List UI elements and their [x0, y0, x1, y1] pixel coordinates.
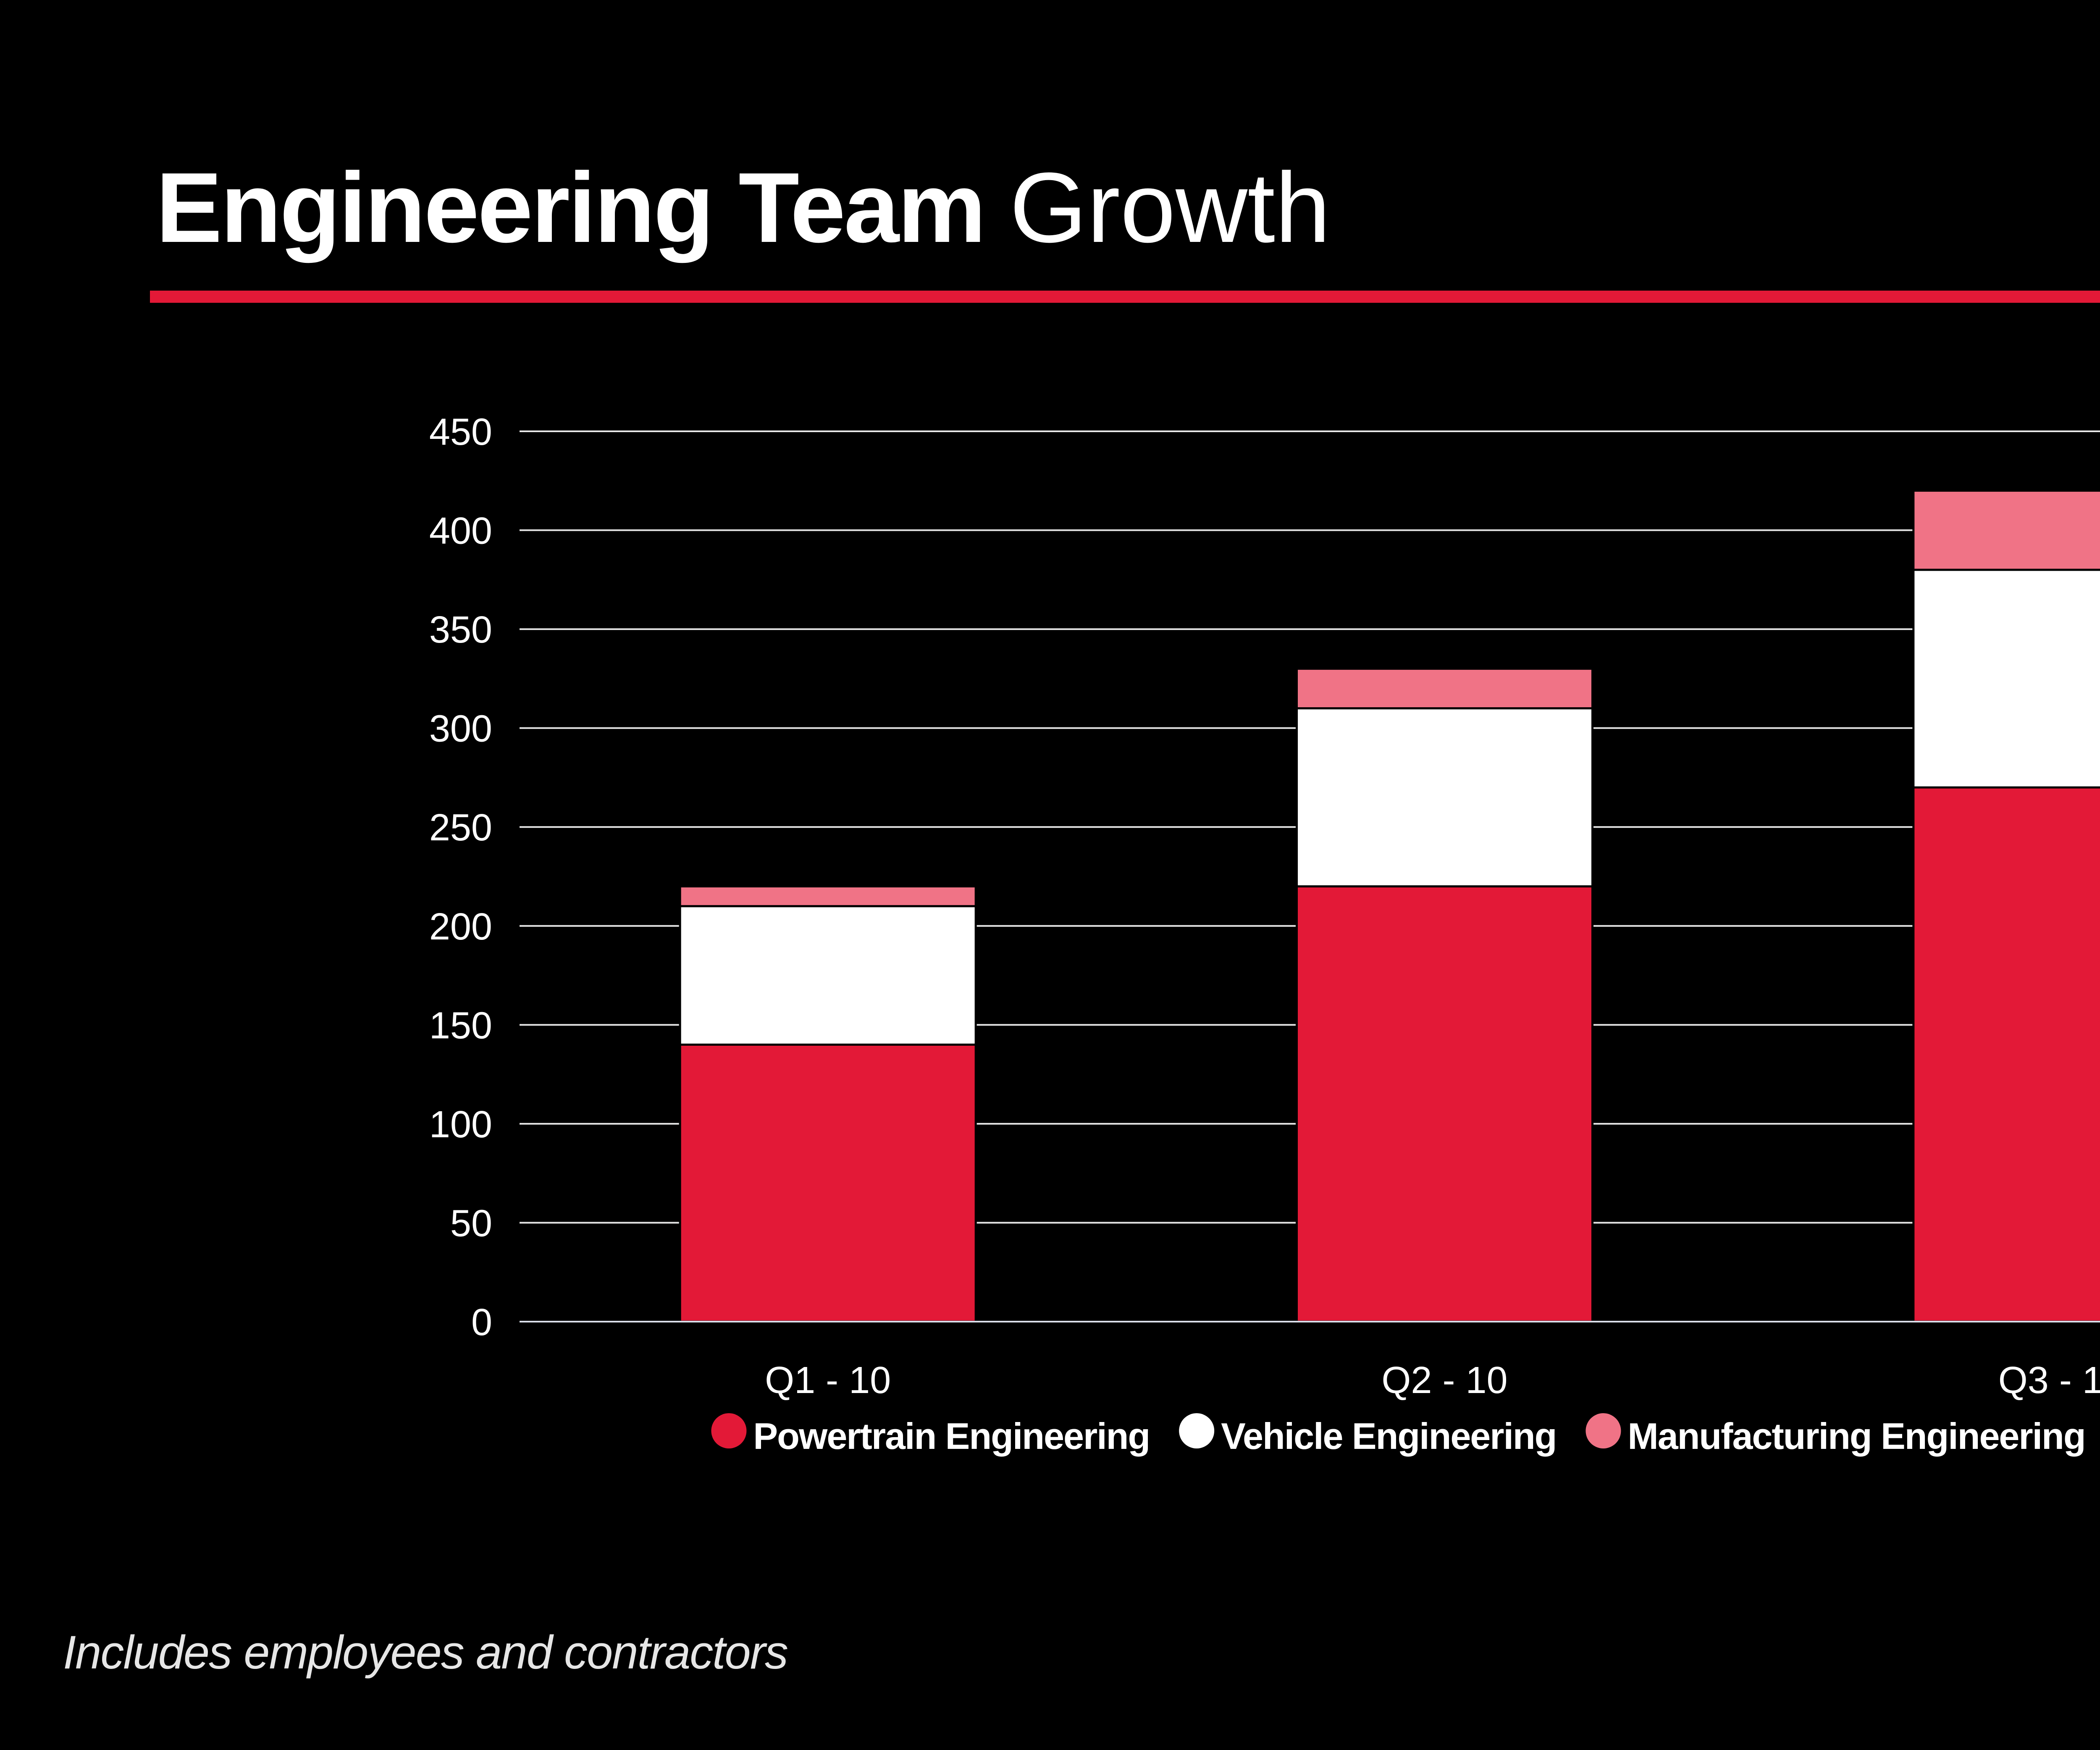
legend-swatch-icon	[1586, 1413, 1621, 1448]
y-tick-label: 150	[429, 1005, 492, 1047]
legend-item: Powertrain Engineering	[711, 1413, 1150, 1457]
slide-title-bold: Engineering Team	[156, 152, 986, 263]
x-tick-label: Q1 - 10	[765, 1359, 891, 1401]
y-tick-label: 300	[429, 708, 492, 750]
x-tick-label: Q3 - 10	[1998, 1359, 2100, 1401]
legend-label: Manufacturing Engineering	[1628, 1415, 2085, 1457]
x-tick-label: Q2 - 10	[1381, 1359, 1507, 1401]
bar-segment-powertrain-engineering	[679, 1043, 977, 1323]
legend-item: Vehicle Engineering	[1179, 1413, 1557, 1457]
legend-label: Powertrain Engineering	[753, 1415, 1150, 1457]
y-tick-label: 100	[429, 1104, 492, 1146]
y-axis-ticks: 0 50 100 150 200 250 300 350 400 450	[429, 411, 492, 1343]
bar-segment-powertrain-engineering	[1296, 885, 1593, 1323]
y-tick-label: 250	[429, 807, 492, 849]
bar-segment-manufacturing-engineering	[1296, 667, 1593, 710]
y-tick-label: 0	[471, 1301, 492, 1343]
bar-segment-vehicle-engineering	[1296, 707, 1593, 888]
legend-item: Manufacturing Engineering	[1586, 1413, 2086, 1457]
y-tick-label: 400	[429, 510, 492, 552]
y-tick-label: 350	[429, 609, 492, 651]
y-tick-label: 50	[450, 1202, 492, 1244]
slide-title: Engineering Team Growth	[156, 145, 1331, 271]
bar-segment-vehicle-engineering	[679, 905, 977, 1046]
x-axis-ticks: Q1 - 10 Q2 - 10 Q3 - 10	[765, 1359, 2100, 1401]
bars	[679, 489, 2100, 1323]
legend-swatch-icon	[711, 1413, 747, 1448]
bar-segment-powertrain-engineering	[1912, 786, 2100, 1323]
bar-segment-manufacturing-engineering	[679, 885, 977, 908]
legend-label: Vehicle Engineering	[1221, 1415, 1556, 1457]
y-tick-label: 450	[429, 411, 492, 453]
legend: Powertrain Engineering Vehicle Engineerin…	[711, 1413, 2086, 1457]
bar-segment-vehicle-engineering	[1912, 569, 2100, 789]
title-divider	[150, 291, 2100, 303]
bar-segment-manufacturing-engineering	[1912, 489, 2100, 571]
footnote: Includes employees and contractors	[63, 1626, 788, 1679]
legend-swatch-icon	[1179, 1413, 1215, 1448]
slide-title-light: Growth	[1009, 152, 1331, 263]
y-tick-label: 200	[429, 906, 492, 948]
